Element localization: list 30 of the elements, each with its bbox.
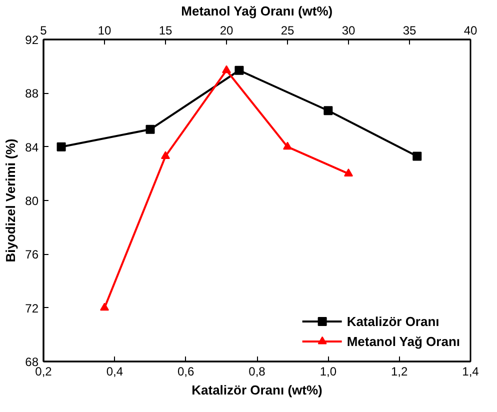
x-axis-title: Katalizör Oranı (wt%) [192, 382, 322, 398]
y-tick-label: 84 [25, 140, 39, 154]
x-tick-label: 0,4 [106, 364, 124, 378]
x2-tick-label: 15 [158, 24, 172, 38]
y-tick-label: 72 [25, 301, 39, 316]
y-tick-label: 92 [25, 33, 39, 47]
x2-tick-label: 40 [464, 24, 478, 38]
y-tick-label: 88 [25, 86, 39, 101]
x2-tick-label: 30 [342, 24, 356, 38]
point [56, 142, 66, 152]
point [146, 124, 155, 134]
y-axis-title: Biyodizel Verimi (%) [3, 138, 18, 262]
x-tick-label: 0,8 [248, 364, 266, 378]
x2-tick-label: 5 [40, 24, 48, 38]
x-tick-label: 0,6 [177, 364, 194, 378]
x2-tick-label: 10 [98, 24, 112, 38]
x2-tick-label: 20 [220, 24, 234, 38]
point [324, 106, 333, 116]
legend-label: Katalizör Oranı [346, 314, 440, 328]
x-tick-label: 1,0 [320, 364, 337, 378]
x2-tick-label: 35 [402, 24, 416, 38]
x2-axis-title: Metanol Yağ Oranı (wt%) [181, 4, 333, 18]
y-tick-label: 76 [25, 248, 39, 262]
x-tick-label: 1,4 [462, 364, 480, 378]
point [234, 66, 244, 75]
legend-label: Metanol Yağ Oranı [346, 334, 460, 348]
x2-tick-label: 25 [280, 24, 294, 38]
y-tick-label: 80 [25, 194, 39, 208]
x-tick-label: 1,2 [390, 364, 408, 378]
point [412, 152, 422, 161]
